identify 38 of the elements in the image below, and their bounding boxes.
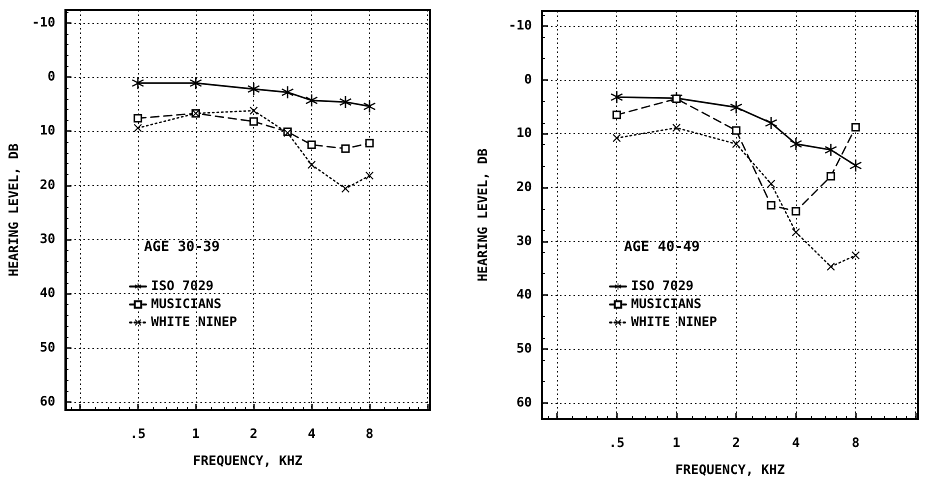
y-axis-title: HEARING LEVEL, DB	[7, 143, 22, 277]
y-tick-label: 30	[516, 234, 532, 249]
y-tick-label: 50	[40, 340, 56, 356]
y-tick-label: 20	[40, 178, 56, 193]
y-tick-label: 10	[516, 126, 532, 142]
x-tick-label: 1	[192, 427, 200, 442]
y-tick-label: 50	[516, 342, 532, 357]
x-tick-label: .5	[608, 436, 625, 451]
x-tick-label: 1	[672, 436, 681, 451]
x-tick-label: 4	[308, 427, 316, 442]
x-tick-label: 4	[792, 436, 800, 451]
y-tick-label: 40	[40, 286, 56, 302]
y-tick-label: 20	[516, 180, 532, 196]
legend-label: MUSICIANS	[631, 297, 702, 312]
x-axis-title: FREQUENCY, KHZ	[192, 454, 303, 469]
y-tick-label: 60	[40, 394, 56, 410]
x-tick-label: 2	[250, 427, 258, 442]
y-tick-label: 40	[516, 288, 532, 303]
annotation: AGE 30-39	[144, 239, 220, 255]
y-tick-label: 60	[516, 395, 532, 410]
y-tick-label: -10	[32, 15, 56, 30]
y-tick-label: 30	[40, 232, 56, 247]
legend-label: WHITE NINEP	[151, 315, 238, 330]
legend-label: ISO 7029	[631, 279, 694, 294]
x-axis-title: FREQUENCY, KHZ	[675, 463, 785, 478]
x-tick-label: 8	[852, 436, 860, 451]
y-tick-label: 10	[40, 124, 56, 139]
x-tick-label: .5	[130, 427, 146, 442]
legend-label: ISO 7029	[151, 279, 214, 294]
x-tick-label: 8	[366, 427, 374, 442]
y-tick-label: 0	[524, 72, 532, 88]
y-tick-label: -10	[508, 18, 532, 34]
y-axis-title: HEARING LEVEL, DB	[476, 148, 491, 282]
y-tick-label: 0	[48, 70, 56, 85]
legend-label: WHITE NINEP	[631, 315, 718, 330]
annotation: AGE 40-49	[624, 239, 700, 255]
legend-label: MUSICIANS	[151, 297, 222, 312]
x-tick-label: 2	[732, 436, 740, 451]
